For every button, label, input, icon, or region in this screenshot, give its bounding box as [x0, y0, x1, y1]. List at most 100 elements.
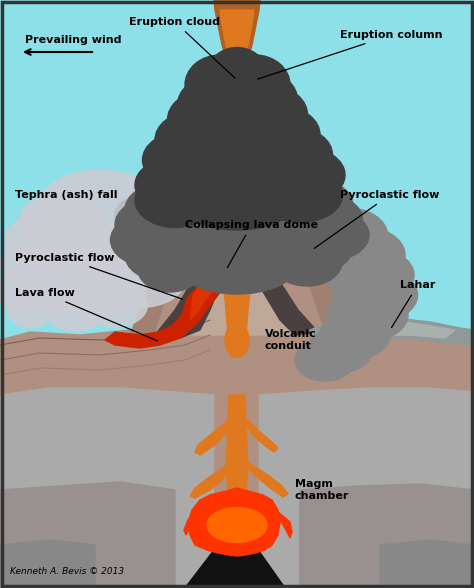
Text: Eruption cloud: Eruption cloud — [129, 17, 235, 78]
Ellipse shape — [0, 270, 45, 310]
Ellipse shape — [277, 223, 353, 273]
Text: Volcanic
conduit: Volcanic conduit — [265, 329, 317, 351]
Text: Lava flow: Lava flow — [15, 288, 157, 341]
Polygon shape — [220, 10, 254, 65]
Polygon shape — [300, 484, 474, 588]
Ellipse shape — [67, 238, 153, 292]
Ellipse shape — [125, 230, 195, 280]
Ellipse shape — [207, 507, 267, 543]
Ellipse shape — [115, 198, 195, 252]
Ellipse shape — [267, 178, 353, 232]
Ellipse shape — [295, 339, 355, 381]
Ellipse shape — [280, 194, 360, 246]
Ellipse shape — [220, 55, 290, 115]
Polygon shape — [190, 465, 228, 498]
Polygon shape — [247, 462, 288, 497]
Ellipse shape — [172, 214, 302, 276]
Ellipse shape — [277, 192, 363, 248]
Ellipse shape — [192, 92, 282, 158]
Polygon shape — [320, 320, 455, 340]
Polygon shape — [0, 482, 175, 588]
Ellipse shape — [182, 132, 292, 198]
Ellipse shape — [243, 88, 308, 142]
Ellipse shape — [30, 218, 130, 282]
Ellipse shape — [167, 92, 233, 148]
Polygon shape — [380, 540, 474, 588]
Ellipse shape — [115, 195, 175, 235]
Ellipse shape — [135, 172, 215, 228]
Polygon shape — [155, 255, 225, 338]
Ellipse shape — [287, 209, 369, 261]
Polygon shape — [214, 0, 260, 65]
Ellipse shape — [5, 215, 75, 265]
Polygon shape — [310, 318, 474, 346]
Ellipse shape — [272, 238, 342, 286]
Ellipse shape — [308, 328, 373, 373]
Polygon shape — [258, 388, 474, 588]
Ellipse shape — [265, 148, 345, 202]
Ellipse shape — [137, 244, 202, 292]
Ellipse shape — [302, 208, 388, 262]
Ellipse shape — [177, 78, 243, 132]
Polygon shape — [190, 273, 222, 320]
Ellipse shape — [45, 289, 105, 331]
Text: Collapsing lava dome: Collapsing lava dome — [185, 220, 318, 268]
Ellipse shape — [250, 108, 320, 162]
Polygon shape — [185, 90, 295, 335]
Ellipse shape — [180, 150, 294, 210]
Polygon shape — [278, 512, 292, 538]
Polygon shape — [244, 500, 275, 528]
Ellipse shape — [225, 322, 249, 358]
Polygon shape — [222, 60, 252, 335]
Ellipse shape — [177, 170, 297, 230]
Ellipse shape — [177, 236, 297, 294]
Text: Kenneth A. Bevis © 2013: Kenneth A. Bevis © 2013 — [10, 567, 124, 576]
Ellipse shape — [125, 182, 205, 238]
Polygon shape — [185, 520, 285, 588]
Polygon shape — [255, 255, 318, 335]
Ellipse shape — [8, 292, 53, 328]
Text: Eruption column: Eruption column — [258, 30, 443, 79]
Polygon shape — [226, 395, 248, 548]
Ellipse shape — [172, 182, 302, 248]
Ellipse shape — [194, 62, 280, 138]
Ellipse shape — [135, 158, 215, 212]
Polygon shape — [105, 270, 228, 348]
Ellipse shape — [135, 208, 205, 252]
Polygon shape — [188, 488, 280, 556]
Polygon shape — [245, 418, 278, 452]
Polygon shape — [195, 420, 229, 455]
Ellipse shape — [110, 214, 185, 266]
Ellipse shape — [332, 268, 418, 322]
Polygon shape — [0, 540, 95, 588]
Text: Pyroclastic flow: Pyroclastic flow — [15, 253, 182, 299]
Polygon shape — [130, 65, 350, 335]
Polygon shape — [215, 388, 258, 588]
Text: Tephra (ash) fall: Tephra (ash) fall — [15, 190, 118, 200]
Ellipse shape — [320, 311, 390, 359]
Ellipse shape — [153, 189, 218, 231]
Ellipse shape — [210, 48, 264, 92]
Polygon shape — [0, 388, 215, 588]
Ellipse shape — [170, 198, 304, 262]
Ellipse shape — [185, 55, 255, 115]
Text: Pyroclastic flow: Pyroclastic flow — [314, 190, 439, 248]
Ellipse shape — [326, 248, 414, 302]
Text: Prevailing wind: Prevailing wind — [25, 35, 121, 45]
Ellipse shape — [155, 112, 225, 168]
Ellipse shape — [20, 192, 100, 248]
Ellipse shape — [0, 242, 60, 288]
Text: Lahar: Lahar — [392, 280, 436, 328]
Ellipse shape — [55, 266, 125, 314]
Ellipse shape — [82, 283, 147, 327]
Ellipse shape — [18, 260, 92, 310]
Ellipse shape — [95, 252, 185, 308]
Ellipse shape — [328, 289, 408, 341]
Ellipse shape — [257, 168, 343, 222]
Ellipse shape — [120, 230, 200, 280]
Ellipse shape — [187, 112, 287, 178]
Ellipse shape — [233, 72, 298, 128]
Ellipse shape — [315, 226, 405, 284]
Polygon shape — [155, 75, 325, 335]
Ellipse shape — [143, 132, 218, 188]
